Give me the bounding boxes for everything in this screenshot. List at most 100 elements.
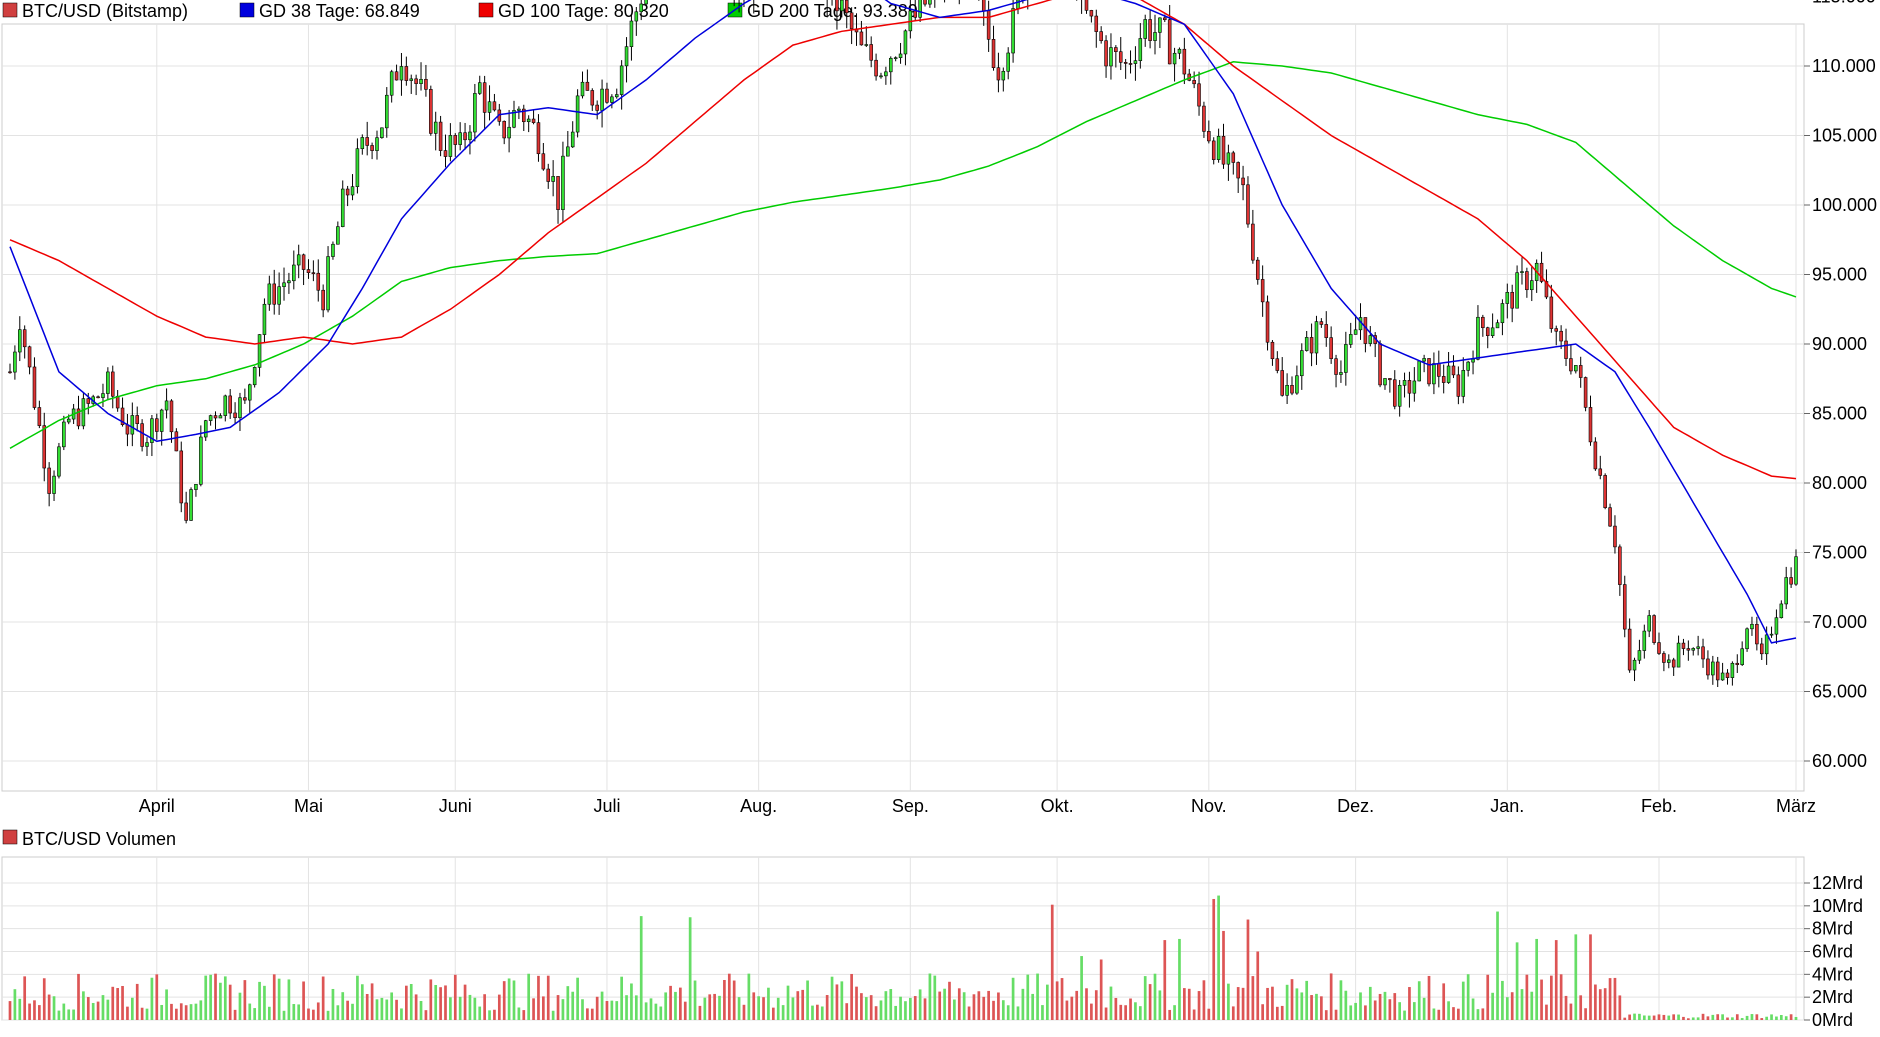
- volume-bar: [1285, 984, 1289, 1020]
- candle-body: [1368, 335, 1373, 344]
- volume-bar: [72, 1009, 75, 1020]
- volume-bar: [1124, 1005, 1127, 1020]
- volume-tick-label: 12Mrd: [1812, 873, 1863, 893]
- volume-bar: [57, 1010, 61, 1020]
- candle-body: [477, 82, 482, 94]
- volume-bar: [18, 998, 22, 1020]
- volume-bar: [395, 999, 398, 1020]
- volume-bar: [385, 999, 389, 1020]
- candle-body: [1441, 376, 1446, 383]
- volume-bar: [1417, 981, 1421, 1020]
- volume-bar: [1153, 973, 1157, 1020]
- volume-bar: [38, 1005, 41, 1020]
- volume-bar: [1339, 980, 1343, 1020]
- volume-bar: [1060, 978, 1064, 1020]
- volume-bar: [1594, 984, 1597, 1020]
- month-label: März: [1776, 796, 1816, 816]
- volume-bar: [1765, 1016, 1768, 1020]
- month-label: Juli: [593, 796, 620, 816]
- candle-body: [238, 397, 242, 419]
- candle-body: [1246, 184, 1250, 225]
- volume-bar: [1432, 1008, 1436, 1020]
- candle-body: [1466, 361, 1470, 371]
- candle-body: [1099, 31, 1103, 42]
- volume-bar: [341, 992, 345, 1020]
- candle-body: [203, 420, 208, 438]
- volume-bar: [140, 1007, 144, 1020]
- candle-body: [155, 418, 159, 432]
- candle-body: [365, 137, 369, 146]
- candle-body: [610, 96, 614, 103]
- candle-body: [1720, 672, 1725, 681]
- volume-bar: [967, 1006, 971, 1020]
- candle-body: [1481, 316, 1485, 329]
- candle-body: [1642, 630, 1647, 651]
- candle-body: [1363, 317, 1368, 344]
- candle-body: [1138, 38, 1143, 61]
- volume-bar: [669, 985, 672, 1020]
- volume-bar: [1481, 1008, 1485, 1020]
- ma200-line: [9, 61, 1797, 449]
- candle-body: [1275, 358, 1280, 371]
- volume-bar: [894, 1005, 898, 1020]
- volume-bar: [938, 991, 942, 1020]
- candle-body: [370, 145, 374, 151]
- volume-bar: [194, 1003, 198, 1020]
- volume-bar: [453, 974, 457, 1020]
- volume-bar: [1569, 1003, 1573, 1020]
- volume-bar: [356, 975, 359, 1020]
- candle-body: [893, 57, 898, 59]
- volume-bar: [1227, 983, 1230, 1020]
- volume-bar: [468, 994, 472, 1020]
- candle-body: [570, 131, 575, 148]
- volume-bar: [1574, 934, 1578, 1020]
- volume-bar: [752, 992, 756, 1020]
- volume-bar: [380, 997, 384, 1020]
- candle-body: [1392, 379, 1397, 407]
- candle-body: [296, 254, 301, 266]
- volume-bar: [1354, 1002, 1357, 1020]
- candle-body: [1735, 662, 1740, 665]
- volume-bar: [1217, 895, 1220, 1020]
- volume-bar: [1378, 993, 1382, 1020]
- volume-bar: [170, 1003, 173, 1020]
- candle-body: [414, 78, 418, 84]
- candle-body: [47, 467, 51, 494]
- volume-bar: [654, 1003, 658, 1020]
- price-grid: [2, 24, 1804, 791]
- candle-body: [458, 132, 462, 145]
- volume-bar: [537, 975, 540, 1020]
- volume-bar: [1207, 1008, 1211, 1020]
- volume-bar: [1501, 980, 1504, 1020]
- candle-body: [1574, 365, 1578, 372]
- candle-body: [1544, 281, 1549, 298]
- volume-bar: [473, 997, 477, 1020]
- volume-bar: [23, 976, 27, 1020]
- volume-bar: [77, 973, 80, 1020]
- volume-tick-label: 10Mrd: [1812, 896, 1863, 916]
- volume-bar: [1168, 1009, 1172, 1020]
- candlesticks: [8, 0, 1798, 688]
- candle-body: [482, 82, 487, 113]
- volume-bar: [1642, 1015, 1646, 1020]
- volume-bar: [1672, 1014, 1676, 1020]
- volume-bar: [723, 979, 726, 1020]
- candle-body: [1211, 140, 1216, 160]
- volume-bar: [106, 999, 110, 1020]
- candle-body: [492, 101, 497, 111]
- volume-bar: [791, 997, 795, 1020]
- candle-body: [1750, 623, 1754, 630]
- volume-bar: [1251, 976, 1255, 1020]
- volume-bar: [517, 1007, 521, 1020]
- candle-body: [1001, 70, 1006, 81]
- candle-body: [1251, 223, 1255, 261]
- candle-body: [257, 334, 262, 368]
- volume-bar: [1682, 1016, 1685, 1020]
- volume-bar: [987, 990, 990, 1020]
- price-tick-label: 85.000: [1812, 404, 1867, 424]
- candle-body: [1564, 340, 1568, 359]
- volume-bar: [1368, 986, 1372, 1020]
- candle-body: [453, 135, 458, 145]
- candle-body: [1539, 262, 1544, 282]
